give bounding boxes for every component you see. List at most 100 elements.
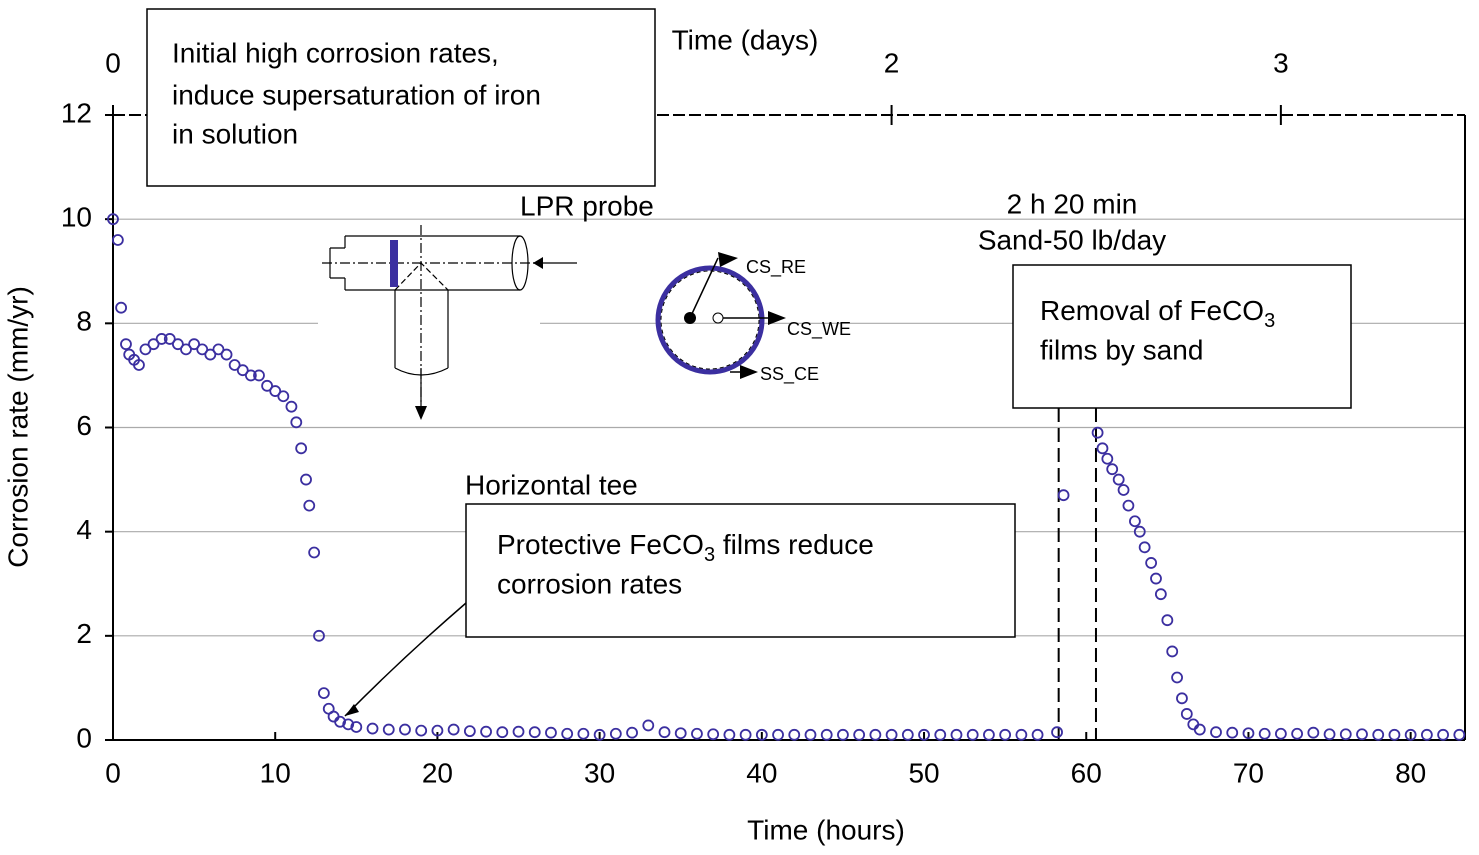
point [512, 725, 525, 738]
point [480, 725, 492, 738]
tee-diagram [322, 225, 577, 412]
point [804, 728, 817, 741]
point [788, 728, 801, 741]
point [820, 728, 833, 741]
point [723, 728, 736, 741]
x-axis-title: Time (hours) [747, 814, 905, 845]
point [1356, 728, 1368, 741]
x-tick-label: 80 [1395, 757, 1426, 788]
point [1161, 614, 1174, 627]
x-tick-label: 30 [584, 757, 615, 788]
marks [107, 213, 1466, 741]
top-tick-label: 2 [884, 47, 900, 78]
point [1096, 442, 1109, 455]
point [431, 724, 444, 737]
x-tick-label: 0 [105, 757, 121, 788]
point [1171, 671, 1183, 684]
point [1404, 728, 1417, 741]
probe-element [390, 240, 398, 287]
annotation-text: Removal of FeCO3 [1040, 295, 1275, 332]
y-tick-label: 10 [61, 202, 92, 233]
point [415, 724, 428, 737]
point [261, 379, 273, 392]
point [561, 727, 574, 740]
point [342, 718, 355, 731]
point [658, 726, 671, 739]
top-tick-label: 0 [105, 47, 121, 78]
annotation-box [465, 503, 1016, 638]
x-tick-label: 60 [1071, 757, 1102, 788]
point [1145, 557, 1158, 569]
subscript: 3 [1264, 310, 1275, 332]
x-tick-label: 40 [746, 757, 777, 788]
point [399, 723, 411, 736]
point [593, 728, 606, 741]
label: 2 h 20 min [1007, 188, 1138, 219]
point [1112, 473, 1125, 486]
point [277, 390, 290, 403]
point [934, 728, 947, 741]
point [188, 338, 201, 351]
point [1091, 426, 1104, 439]
point [772, 728, 784, 741]
top-tick-label: 3 [1273, 47, 1289, 78]
point [1122, 499, 1135, 512]
point [1258, 727, 1271, 740]
label: SS_CE [760, 364, 819, 385]
point [155, 333, 168, 345]
point [334, 715, 346, 728]
point [139, 343, 152, 356]
point [133, 359, 145, 371]
point [1176, 692, 1188, 705]
point [308, 546, 321, 559]
x-tick-label: 10 [260, 757, 291, 788]
x-tick-label: 20 [422, 757, 453, 788]
point [382, 723, 395, 736]
point [626, 726, 638, 739]
point [755, 728, 768, 741]
point [327, 710, 340, 723]
point [1388, 728, 1401, 741]
point [1339, 728, 1352, 741]
point [545, 726, 557, 739]
point [107, 213, 119, 226]
label: LPR probe [520, 190, 654, 221]
point [1307, 726, 1320, 739]
label: CS_RE [746, 257, 806, 278]
point [869, 728, 882, 741]
annotation-text: Removal of FeCO [1040, 295, 1264, 326]
point [691, 727, 703, 740]
point [1274, 727, 1287, 740]
y-tick-label: 2 [76, 618, 92, 649]
point [1031, 728, 1044, 741]
subscript: 3 [704, 544, 715, 566]
annotation-box [1012, 264, 1352, 409]
annotation-text: corrosion rates [497, 568, 682, 599]
annotation-text: in solution [172, 118, 298, 149]
point [253, 369, 265, 382]
point [350, 721, 363, 733]
point [1420, 728, 1433, 741]
point [918, 728, 930, 741]
x-tick-label: 70 [1233, 757, 1264, 788]
point [1180, 708, 1193, 720]
point [1291, 727, 1304, 740]
label: Sand-50 lb/day [978, 224, 1166, 255]
point [1437, 728, 1450, 741]
point [999, 728, 1012, 741]
arrow-head [345, 704, 359, 716]
point [1242, 727, 1255, 740]
y-axis-title: Corrosion rate (mm/yr) [2, 286, 33, 568]
point [1106, 463, 1119, 476]
electrode-diagram [655, 252, 786, 379]
point [366, 722, 379, 735]
y-tick-label: 0 [76, 722, 92, 753]
annotation-text: Initial high corrosion rates, [172, 37, 499, 68]
point [1154, 588, 1167, 601]
point [285, 400, 298, 413]
point [295, 442, 308, 455]
label: Horizontal tee [465, 469, 638, 500]
point [236, 364, 249, 377]
point [171, 338, 184, 351]
point [463, 725, 476, 738]
